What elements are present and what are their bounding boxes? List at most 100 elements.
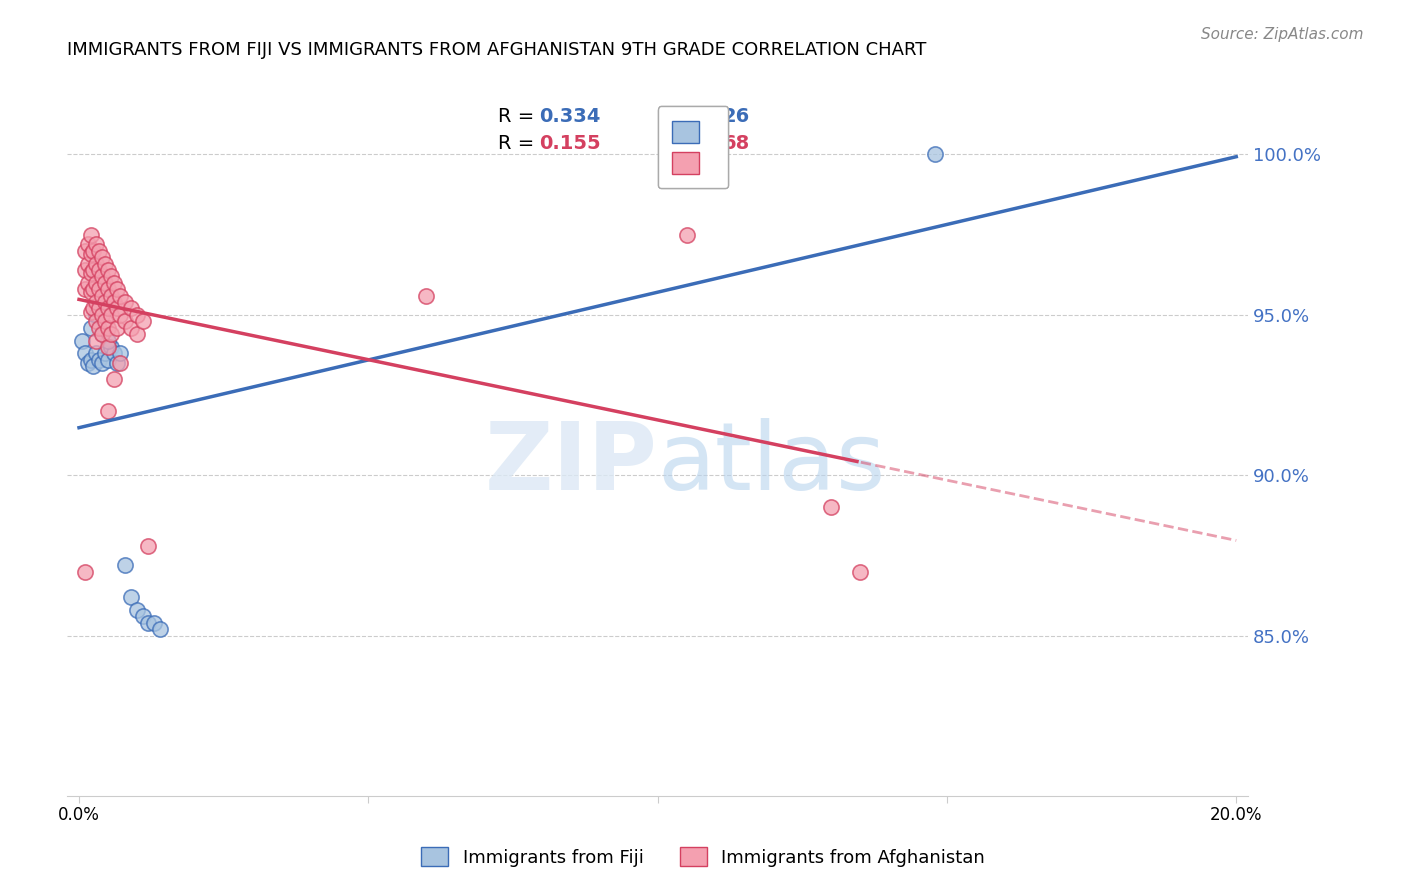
Text: ZIP: ZIP: [485, 418, 658, 510]
Point: [91, 269, 114, 284]
Point: [103, 295, 125, 310]
Point: [114, 558, 136, 573]
Point: [97, 340, 120, 354]
Point: [100, 340, 122, 354]
Point: [82, 359, 104, 374]
Text: R =: R =: [498, 134, 541, 153]
Point: [89, 320, 111, 334]
Point: [86, 308, 108, 322]
Point: [105, 301, 128, 316]
Point: [89, 263, 111, 277]
Point: [149, 622, 172, 636]
Point: [91, 250, 114, 264]
Point: [86, 276, 108, 290]
Point: [103, 276, 125, 290]
Point: [94, 314, 117, 328]
Point: [94, 346, 117, 360]
Point: [89, 352, 111, 367]
Point: [86, 346, 108, 360]
Point: [100, 327, 122, 342]
Point: [91, 288, 114, 302]
Point: [849, 565, 872, 579]
Point: [86, 314, 108, 328]
Point: [79, 227, 101, 242]
Point: [120, 301, 142, 316]
Point: [108, 346, 131, 360]
Point: [103, 372, 125, 386]
Point: [97, 320, 120, 334]
Point: [73, 263, 96, 277]
Point: [86, 295, 108, 310]
Point: [125, 327, 148, 342]
Point: [86, 256, 108, 270]
Text: 0.0%: 0.0%: [58, 805, 100, 823]
Point: [91, 327, 114, 342]
Point: [73, 244, 96, 258]
Point: [86, 334, 108, 348]
Point: [131, 609, 153, 624]
Point: [125, 308, 148, 322]
Point: [100, 308, 122, 322]
Point: [91, 356, 114, 370]
Point: [97, 263, 120, 277]
Point: [114, 295, 136, 310]
Point: [108, 288, 131, 302]
Point: [89, 244, 111, 258]
Text: Source: ZipAtlas.com: Source: ZipAtlas.com: [1201, 27, 1364, 42]
Point: [73, 282, 96, 296]
Point: [97, 282, 120, 296]
Point: [79, 304, 101, 318]
Point: [131, 314, 153, 328]
Point: [100, 269, 122, 284]
Point: [73, 346, 96, 360]
Text: N =: N =: [682, 107, 724, 126]
Text: N =: N =: [682, 134, 724, 153]
Point: [120, 591, 142, 605]
Text: 20.0%: 20.0%: [1211, 805, 1263, 823]
Point: [138, 615, 160, 630]
Point: [103, 346, 125, 360]
Point: [76, 237, 98, 252]
Text: IMMIGRANTS FROM FIJI VS IMMIGRANTS FROM AFGHANISTAN 9TH GRADE CORRELATION CHART: IMMIGRANTS FROM FIJI VS IMMIGRANTS FROM …: [67, 41, 927, 60]
Point: [924, 147, 946, 161]
Point: [108, 356, 131, 370]
Point: [94, 276, 117, 290]
Text: 0.155: 0.155: [540, 134, 602, 153]
Point: [97, 301, 120, 316]
Legend: Immigrants from Fiji, Immigrants from Afghanistan: Immigrants from Fiji, Immigrants from Af…: [413, 840, 993, 874]
Point: [100, 288, 122, 302]
Point: [143, 615, 166, 630]
Point: [79, 266, 101, 280]
Legend: , : ,: [658, 106, 728, 188]
Text: atlas: atlas: [658, 418, 886, 510]
Point: [94, 256, 117, 270]
Point: [76, 276, 98, 290]
Text: R =: R =: [498, 107, 541, 126]
Point: [120, 320, 142, 334]
Point: [114, 314, 136, 328]
Point: [82, 282, 104, 296]
Point: [89, 301, 111, 316]
Point: [70, 334, 93, 348]
Point: [82, 301, 104, 316]
Point: [94, 295, 117, 310]
Text: 0.334: 0.334: [540, 107, 600, 126]
Point: [675, 227, 697, 242]
Point: [91, 327, 114, 342]
Point: [89, 282, 111, 296]
Point: [97, 404, 120, 418]
Point: [82, 244, 104, 258]
Point: [91, 308, 114, 322]
Point: [105, 356, 128, 370]
Point: [105, 320, 128, 334]
Point: [82, 263, 104, 277]
Text: 68: 68: [723, 134, 749, 153]
Point: [79, 285, 101, 300]
Point: [105, 282, 128, 296]
Point: [415, 288, 437, 302]
Point: [73, 565, 96, 579]
Point: [76, 356, 98, 370]
Point: [820, 500, 842, 515]
Point: [79, 320, 101, 334]
Point: [108, 308, 131, 322]
